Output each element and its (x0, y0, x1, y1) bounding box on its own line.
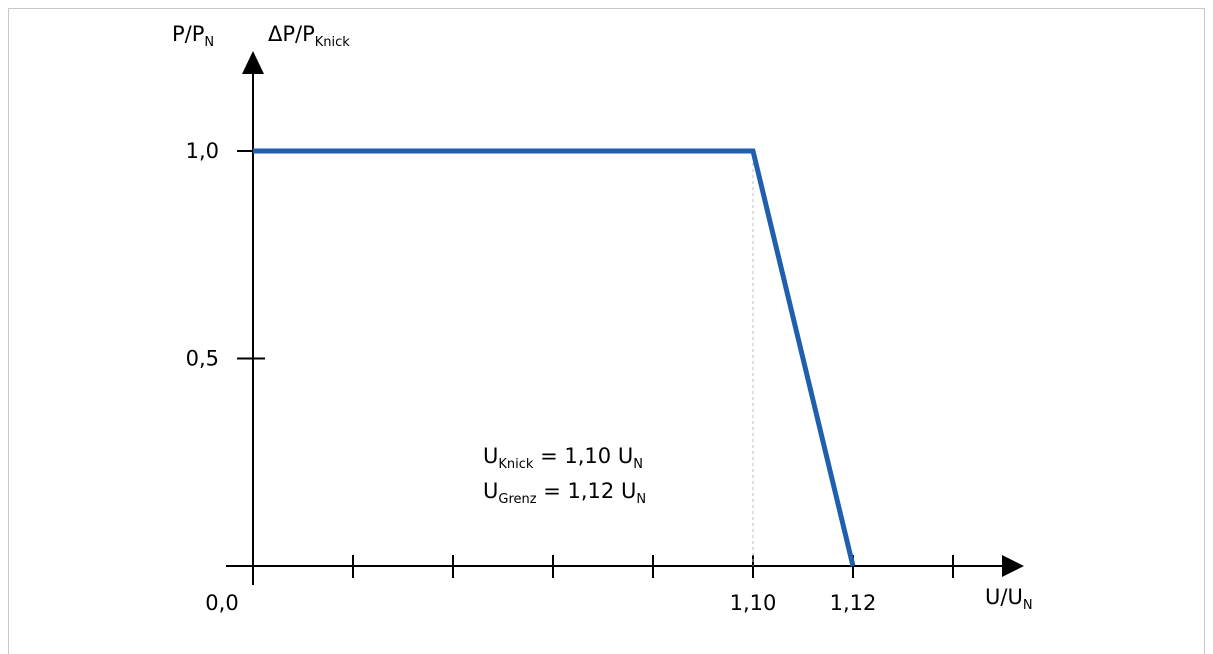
axes: 0,0 1,10 1,12 0,5 1,0 (186, 51, 1024, 615)
annotation: UGrenz = 1,12 UN (483, 479, 646, 507)
x-tick-label: 1,10 (730, 591, 777, 615)
y-axis-label: P/PN (172, 22, 214, 50)
y-axis-label-alt: ΔP/PKnick (268, 22, 350, 50)
x-axis-arrow (1002, 555, 1024, 577)
labels-group: P/PN ΔP/PKnick U/UN UKnick = 1,10 UN UGrenz … (172, 22, 1033, 613)
series-line (253, 148, 856, 567)
x-tick-label: 0,0 (205, 591, 238, 615)
series-group (253, 148, 856, 567)
annotation: UKnick = 1,10 UN (483, 444, 643, 472)
chart-frame (8, 8, 1205, 654)
y-axis-arrow (242, 51, 264, 74)
y-tick-label: 1,0 (186, 139, 219, 163)
y-tick-label: 0,5 (186, 347, 219, 371)
x-axis-label: U/UN (985, 585, 1033, 613)
x-tick-label: 1,12 (830, 591, 877, 615)
